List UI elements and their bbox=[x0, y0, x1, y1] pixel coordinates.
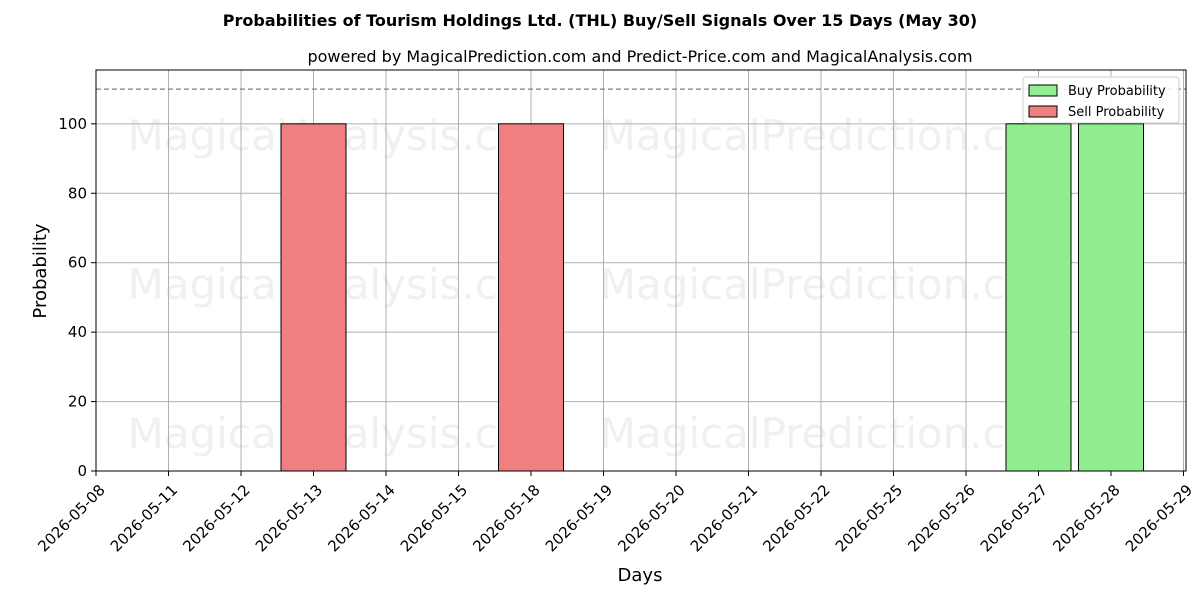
bar bbox=[280, 123, 347, 472]
y-tick-label: 60 bbox=[68, 254, 87, 272]
x-tick-label: 2026-05-14 bbox=[324, 481, 398, 555]
x-tick-label: 2026-05-25 bbox=[832, 481, 906, 555]
y-axis-label: Probability bbox=[30, 223, 51, 318]
bar bbox=[1078, 123, 1144, 472]
watermark-text: MagicalPrediction.com bbox=[600, 111, 1073, 160]
x-tick-label: 2026-05-28 bbox=[1049, 481, 1123, 555]
x-tick-label: 2026-05-13 bbox=[252, 481, 326, 555]
x-tick-label: 2026-05-12 bbox=[179, 481, 253, 555]
x-tick-label: 2026-05-08 bbox=[34, 481, 108, 555]
legend-label: Sell Probability bbox=[1068, 105, 1165, 120]
bar bbox=[1005, 123, 1072, 472]
x-tick-label: 2026-05-26 bbox=[904, 481, 978, 555]
y-tick-label: 20 bbox=[68, 393, 87, 411]
x-tick-label: 2026-05-20 bbox=[614, 481, 688, 555]
x-tick-label: 2026-05-18 bbox=[469, 481, 543, 555]
watermark-text: MagicalPrediction.com bbox=[600, 409, 1073, 458]
y-tick-label: 40 bbox=[68, 323, 87, 341]
x-tick-label: 2026-05-22 bbox=[759, 481, 833, 555]
x-tick-label: 2026-05-21 bbox=[687, 481, 761, 555]
x-tick-label: 2026-05-19 bbox=[542, 481, 616, 555]
legend: Buy Probability Sell Probability bbox=[1022, 76, 1180, 124]
x-tick-label: 2026-05-27 bbox=[977, 481, 1051, 555]
watermark-layer: MagicalAnalysis.comMagicalPrediction.com… bbox=[128, 111, 1073, 458]
watermark-text: MagicalPrediction.com bbox=[600, 260, 1073, 309]
chart-title: Probabilities of Tourism Holdings Ltd. (… bbox=[223, 11, 977, 30]
y-tick-label: 100 bbox=[58, 115, 87, 133]
legend-box bbox=[1022, 76, 1180, 124]
x-tick-label: 2026-05-15 bbox=[397, 481, 471, 555]
legend-label: Buy Probability bbox=[1068, 84, 1166, 99]
legend-swatch bbox=[1028, 105, 1058, 118]
y-tick-label: 80 bbox=[68, 184, 87, 202]
chart-subtitle: powered by MagicalPrediction.com and Pre… bbox=[307, 47, 972, 66]
y-tick-label: 0 bbox=[77, 462, 87, 480]
bar-layer bbox=[280, 123, 1144, 472]
x-tick-label: 2026-05-29 bbox=[1122, 481, 1196, 555]
x-axis-label: Days bbox=[618, 565, 663, 586]
plot-frame bbox=[95, 69, 1187, 472]
x-tick-label: 2026-05-11 bbox=[107, 481, 181, 555]
legend-swatch bbox=[1028, 84, 1058, 97]
bar bbox=[498, 123, 564, 472]
